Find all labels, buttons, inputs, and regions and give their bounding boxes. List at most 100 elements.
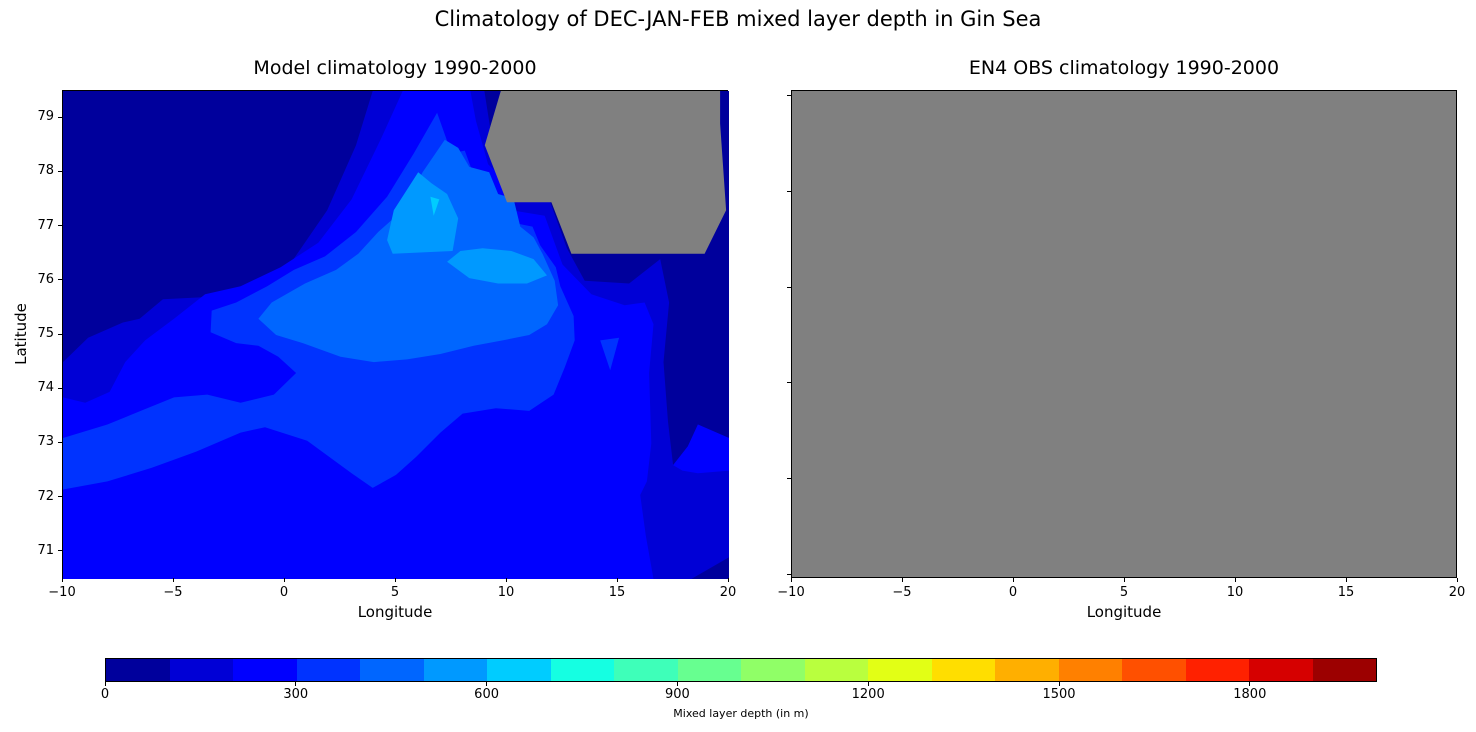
colorbar-tick-label: 900 <box>664 687 690 702</box>
colorbar-tick-mark <box>1058 682 1060 686</box>
y-tick-mark <box>58 496 62 498</box>
x-tick-label: 10 <box>1226 585 1244 600</box>
colorbar <box>105 658 1377 682</box>
left-panel-title: Model climatology 1990-2000 <box>253 57 537 79</box>
colorbar-segment <box>931 659 995 681</box>
x-tick-mark <box>901 578 903 582</box>
x-tick-label: −5 <box>163 585 183 600</box>
y-tick-mark <box>58 333 62 335</box>
y-tick-mark <box>58 225 62 227</box>
x-tick-mark <box>1456 578 1458 582</box>
y-tick-mark <box>58 279 62 281</box>
model-climatology-map <box>62 90 729 579</box>
y-tick-mark <box>787 477 791 479</box>
x-tick-mark <box>1234 578 1236 582</box>
x-tick-label: 15 <box>608 585 626 600</box>
colorbar-segment <box>868 659 932 681</box>
contour-band-500-600 <box>447 248 547 284</box>
contour-band-300-400 <box>600 337 620 371</box>
colorbar-segment <box>1058 659 1122 681</box>
colorbar-segment <box>423 659 487 681</box>
colorbar-tick-label: 0 <box>100 687 110 702</box>
x-tick-mark <box>1345 578 1347 582</box>
x-tick-mark <box>394 578 396 582</box>
y-tick-label: 74 <box>37 380 54 396</box>
colorbar-tick-label: 300 <box>283 687 309 702</box>
colorbar-segment <box>741 659 805 681</box>
colorbar-tick-mark <box>676 682 678 686</box>
colorbar-segment <box>995 659 1059 681</box>
colorbar-segment <box>1312 659 1376 681</box>
x-tick-mark <box>283 578 285 582</box>
x-tick-mark <box>1012 578 1014 582</box>
x-tick-label: 20 <box>719 585 737 600</box>
y-tick-mark <box>58 550 62 552</box>
x-tick-label: −5 <box>892 585 912 600</box>
colorbar-tick-label: 1500 <box>1042 687 1076 702</box>
en4-obs-climatology-map <box>791 90 1457 578</box>
colorbar-segment <box>487 659 551 681</box>
y-tick-mark <box>58 170 62 172</box>
y-tick-mark <box>58 387 62 389</box>
colorbar-tick-label: 1200 <box>851 687 885 702</box>
y-tick-label: 78 <box>37 163 54 179</box>
y-tick-label: 73 <box>37 434 54 450</box>
colorbar-segment <box>169 659 233 681</box>
colorbar-label: Mixed layer depth (in m) <box>673 707 809 720</box>
x-tick-label: 10 <box>497 585 515 600</box>
contour-band-200-300 <box>673 424 729 474</box>
colorbar-segment <box>614 659 678 681</box>
y-tick-mark <box>787 286 791 288</box>
x-tick-mark <box>61 578 63 582</box>
colorbar-tick-mark <box>1249 682 1251 686</box>
right-xaxis-label: Longitude <box>1086 603 1162 621</box>
colorbar-tick-label: 600 <box>474 687 500 702</box>
contour-band-600-700 <box>430 196 440 216</box>
colorbar-segment <box>296 659 360 681</box>
y-tick-mark <box>787 381 791 383</box>
y-tick-label: 77 <box>37 217 54 233</box>
colorbar-tick-label: 1800 <box>1233 687 1267 702</box>
colorbar-tick-mark <box>295 682 297 686</box>
x-tick-label: 5 <box>1119 585 1129 600</box>
colorbar-tick-mark <box>104 682 106 686</box>
colorbar-tick-mark <box>867 682 869 686</box>
x-tick-label: −10 <box>48 585 76 600</box>
colorbar-segment <box>677 659 741 681</box>
colorbar-tick-mark <box>486 682 488 686</box>
x-tick-mark <box>616 578 618 582</box>
y-tick-label: 79 <box>37 109 54 125</box>
x-tick-label: 15 <box>1337 585 1355 600</box>
y-tick-label: 72 <box>37 488 54 504</box>
colorbar-segment <box>106 659 170 681</box>
colorbar-segment <box>233 659 297 681</box>
x-tick-mark <box>790 578 792 582</box>
x-tick-mark <box>727 578 729 582</box>
y-tick-mark <box>787 94 791 96</box>
x-tick-label: 5 <box>390 585 400 600</box>
right-panel-title: EN4 OBS climatology 1990-2000 <box>968 57 1280 79</box>
x-tick-label: 0 <box>1008 585 1018 600</box>
y-tick-mark <box>787 190 791 192</box>
x-tick-label: 0 <box>279 585 289 600</box>
colorbar-segment <box>804 659 868 681</box>
y-tick-mark <box>787 573 791 575</box>
x-tick-mark <box>172 578 174 582</box>
colorbar-segment <box>1249 659 1313 681</box>
left-xaxis-label: Longitude <box>357 603 433 621</box>
y-tick-label: 76 <box>37 271 54 287</box>
y-tick-mark <box>58 441 62 443</box>
colorbar-segment <box>550 659 614 681</box>
y-tick-mark <box>58 116 62 118</box>
y-tick-label: 71 <box>37 542 54 558</box>
x-tick-mark <box>1123 578 1125 582</box>
x-tick-label: −10 <box>777 585 805 600</box>
missing-data-region <box>484 91 727 254</box>
y-tick-label: 75 <box>37 326 54 341</box>
contour-band-0-100 <box>63 91 373 363</box>
colorbar-segment <box>1185 659 1249 681</box>
contour-band-500-600 <box>387 172 459 254</box>
contour-map-svg <box>63 91 729 579</box>
colorbar-segment <box>1122 659 1186 681</box>
